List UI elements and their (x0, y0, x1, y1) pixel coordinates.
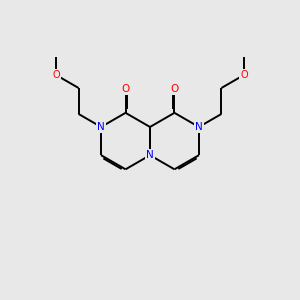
Text: N: N (146, 150, 154, 160)
Text: O: O (170, 84, 178, 94)
Text: N: N (195, 122, 203, 132)
Text: O: O (52, 70, 60, 80)
Text: O: O (240, 70, 248, 80)
Text: N: N (97, 122, 105, 132)
Text: O: O (122, 84, 130, 94)
